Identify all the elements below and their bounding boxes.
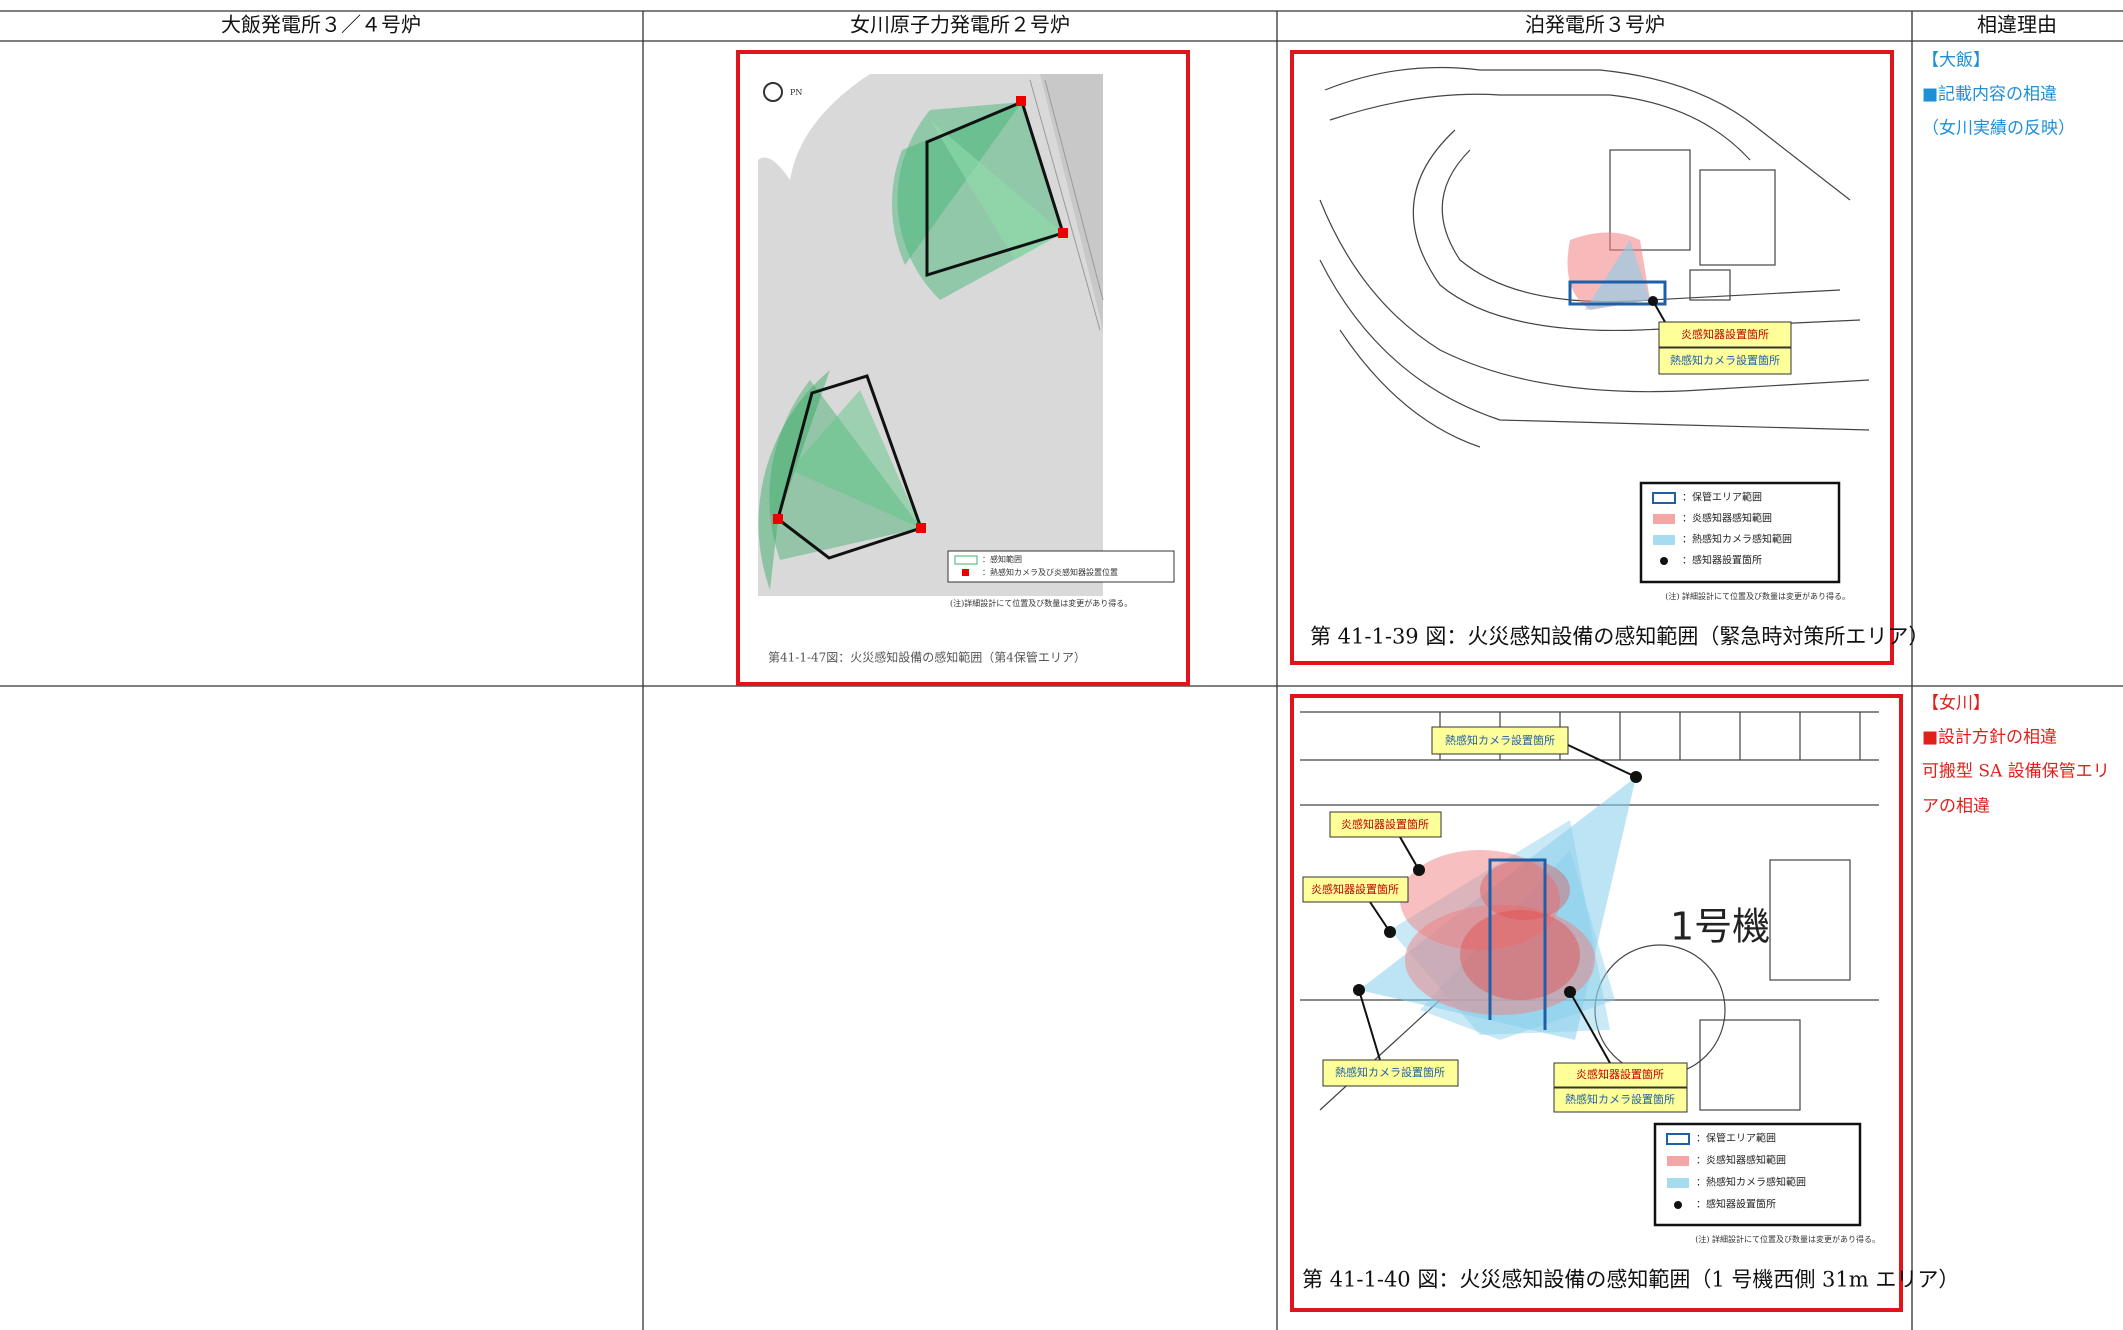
legend-label: ：炎感知器感知範囲 [1682,512,1772,525]
reason-plant: 【女川】 [1922,694,1990,714]
legend-label: ：保管エリア範囲 [1682,491,1762,504]
map-label: 炎感知器設置箇所 [1311,882,1399,896]
legend-label: ：感知器設置箇所 [1696,1198,1776,1211]
column-header: 泊発電所３号炉 [1525,13,1665,37]
figure-note: (注) 詳細設計にて位置及び数量は変更があり得る。 [1695,1234,1880,1244]
map-label: 炎感知器設置箇所 [1341,817,1429,831]
figure-caption: 第41-1-47図：火災感知設備の感知範囲（第4保管エリア） [768,650,1086,665]
legend-label: ：炎感知器感知範囲 [1696,1154,1786,1167]
figure-note: (注) 詳細設計にて位置及び数量は変更があり得る。 [1665,591,1850,601]
north-mark: PN [790,88,802,97]
onagawa-figure: PN ：感知範囲 ：熱感知カメラ及び炎感知器設置位置 (注)詳細設計にて位置及び… [736,50,1190,686]
tomari-figure-1: 炎感知器設置箇所 熱感知カメラ設置箇所 ：保管エリア範囲 ：炎感知器感知範囲 ：… [1290,50,1929,665]
reason-plant: 【大飯】 [1922,51,1990,71]
legend-label: ：感知器設置箇所 [1682,554,1762,567]
legend-label: ：熱感知カメラ感知範囲 [1696,1176,1806,1189]
map-label: 熱感知カメラ設置箇所 [1565,1092,1675,1106]
legend-label: ：熱感知カメラ感知範囲 [1682,533,1792,546]
figure-note: (注)詳細設計にて位置及び数量は変更があり得る。 [950,598,1132,608]
map-label: 熱感知カメラ設置箇所 [1335,1065,1445,1079]
reason-line: ■記載内容の相違 [1922,85,2057,105]
tomari-figure-2: 熱感知カメラ設置箇所 炎感知器設置箇所 炎感知器設置箇所 熱感知カメラ設置箇所 … [1290,694,1959,1312]
map-label: 熱感知カメラ設置箇所 [1670,353,1780,367]
legend-label: ：熱感知カメラ及び炎感知器設置位置 [982,567,1118,577]
unit-label: 1号機 [1670,905,1770,949]
legend-label: ：保管エリア範囲 [1696,1132,1776,1145]
column-header: 女川原子力発電所２号炉 [850,13,1070,37]
figure-caption: 第 41-1-40 図：火災感知設備の感知範囲（1 号機西側 31m エリア） [1302,1268,1959,1292]
reason-line: ■設計方針の相違 [1922,728,2057,748]
reason-line: 可搬型 SA 設備保管エリ [1922,762,2110,782]
reason-line: （女川実績の反映） [1922,119,2075,139]
column-header: 相違理由 [1977,13,2057,37]
map-label: 熱感知カメラ設置箇所 [1445,733,1555,747]
legend-label: ：感知範囲 [982,554,1022,564]
figure-caption: 第 41-1-39 図：火災感知設備の感知範囲（緊急時対策所エリア） [1310,625,1929,649]
map-label: 炎感知器設置箇所 [1576,1067,1664,1081]
reason-line: アの相違 [1922,797,1990,817]
map-label: 炎感知器設置箇所 [1681,327,1769,341]
column-header: 大飯発電所３／４号炉 [221,13,421,37]
